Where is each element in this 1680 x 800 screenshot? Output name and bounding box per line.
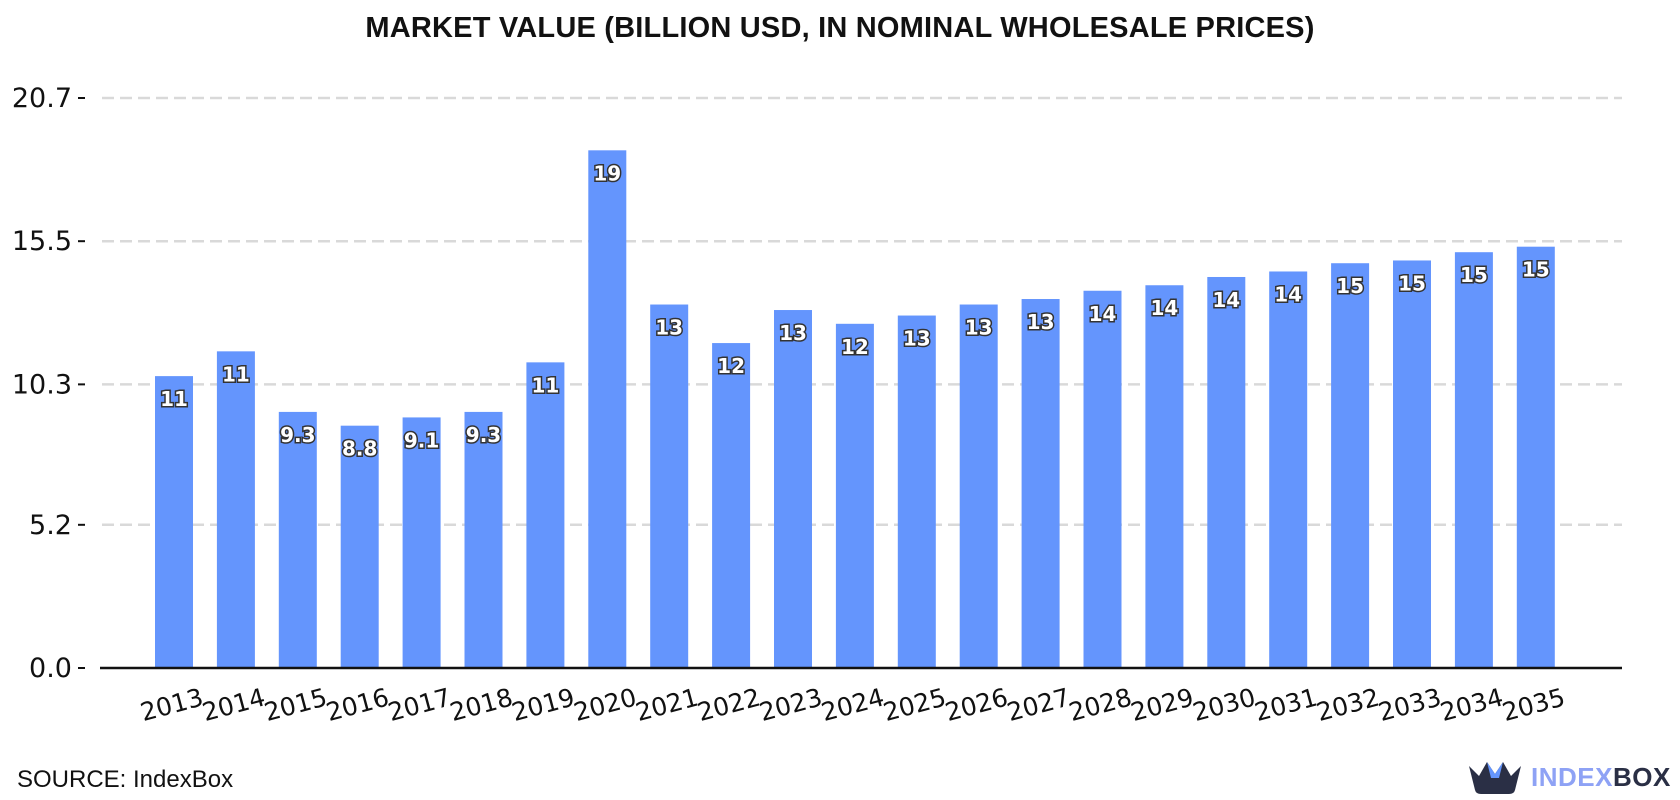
- bar: [774, 310, 812, 668]
- bar: [959, 304, 998, 668]
- bar: [1269, 271, 1308, 668]
- labels: 0.0 5.2 10.3 15.5 20.7 11 2013 11 2014 9.3 2015 8.8…: [12, 83, 1568, 727]
- bar: [340, 425, 379, 668]
- data-label: 9.3: [280, 423, 315, 447]
- x-tick-label: 2022: [694, 683, 763, 727]
- data-label: 13: [655, 316, 683, 340]
- bar: [155, 376, 193, 668]
- bar: [464, 411, 503, 668]
- bar: [897, 315, 936, 668]
- y-tick-label: 20.7: [12, 83, 72, 114]
- bar: [216, 351, 255, 668]
- data-label: 13: [1027, 310, 1055, 334]
- x-tick-label: 2033: [1375, 683, 1444, 727]
- x-tick-label: 2029: [1128, 683, 1197, 727]
- bar: [1393, 260, 1431, 668]
- data-label: 14: [1150, 296, 1178, 320]
- crown-basket-icon: [1469, 762, 1521, 794]
- x-tick-label: 2031: [1252, 683, 1321, 727]
- bar: [835, 323, 874, 668]
- x-tick-label: 2018: [447, 683, 516, 727]
- bars: [155, 150, 1555, 669]
- bar: [1083, 290, 1122, 668]
- bar: [1516, 246, 1555, 668]
- x-tick-label: 2014: [199, 683, 268, 727]
- x-tick-label: 2034: [1437, 683, 1506, 727]
- data-label: 12: [841, 335, 869, 359]
- bar: [402, 417, 441, 668]
- data-label: 15: [1398, 271, 1426, 295]
- bar: [1145, 285, 1184, 668]
- bar: [1021, 299, 1060, 668]
- x-tick-label: 2015: [261, 683, 330, 727]
- data-label: 15: [1336, 274, 1364, 298]
- bar: [1331, 263, 1370, 668]
- data-label: 8.8: [342, 437, 377, 461]
- data-label: 15: [1522, 258, 1550, 282]
- data-label: 11: [160, 387, 188, 411]
- x-tick-label: 2019: [509, 683, 578, 727]
- x-tick-label: 2025: [880, 683, 949, 727]
- bar: [1207, 276, 1246, 668]
- data-label: 14: [1212, 288, 1240, 312]
- data-label: 11: [222, 362, 250, 386]
- axes: [78, 97, 1622, 670]
- data-label: 13: [965, 316, 993, 340]
- data-label: 19: [593, 161, 621, 185]
- x-tick-label: 2024: [818, 683, 887, 727]
- x-tick-label: 2020: [571, 683, 640, 727]
- x-tick-label: 2016: [323, 683, 392, 727]
- data-label: 11: [531, 373, 559, 397]
- x-tick-label: 2023: [756, 683, 825, 727]
- source-note: SOURCE: IndexBox: [17, 766, 234, 793]
- data-label: 9.1: [404, 428, 439, 452]
- data-label: 9.3: [466, 423, 501, 447]
- chart-title: MARKET VALUE (BILLION USD, IN NOMINAL WH…: [365, 12, 1315, 44]
- bar: [1454, 252, 1493, 669]
- y-tick-label: 10.3: [12, 369, 72, 400]
- x-tick-label: 2035: [1499, 683, 1568, 727]
- x-tick-label: 2028: [1066, 683, 1135, 727]
- y-tick-label: 5.2: [29, 510, 72, 541]
- data-label: 15: [1460, 263, 1488, 287]
- bar: [526, 362, 565, 668]
- data-label: 12: [717, 354, 745, 378]
- bar: [650, 304, 689, 668]
- data-label: 13: [779, 321, 807, 345]
- brand-wordmark: INDEXBOX: [1531, 762, 1671, 792]
- x-tick-label: 2026: [942, 683, 1011, 727]
- bar: [588, 150, 627, 668]
- x-tick-label: 2027: [1004, 683, 1073, 727]
- y-tick-label: 15.5: [12, 226, 72, 257]
- data-label: 14: [1274, 282, 1302, 306]
- x-tick-label: 2013: [137, 683, 206, 727]
- x-tick-label: 2021: [633, 683, 702, 727]
- data-label: 14: [1089, 302, 1117, 326]
- bar-chart: 0.0 5.2 10.3 15.5 20.7 11 2013 11 2014 9.3 2015 8.8…: [12, 83, 1622, 727]
- x-tick-label: 2030: [1190, 683, 1259, 727]
- y-tick-label: 0.0: [29, 653, 72, 684]
- bar: [278, 411, 317, 668]
- x-tick-label: 2017: [385, 683, 454, 727]
- bar: [712, 343, 751, 668]
- data-label: 13: [903, 327, 931, 351]
- x-tick-label: 2032: [1313, 683, 1382, 727]
